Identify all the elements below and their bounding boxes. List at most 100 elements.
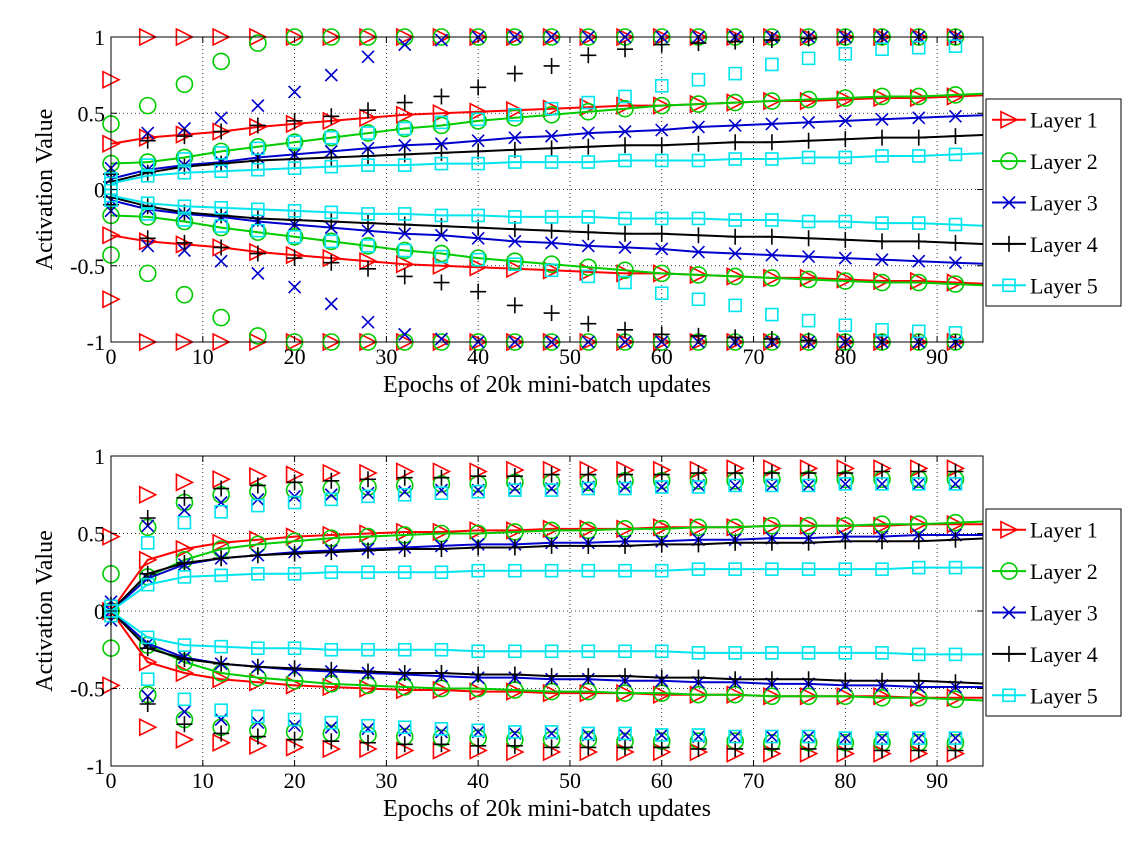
legend-label: Layer 3 (1030, 601, 1098, 626)
mean-marker (506, 539, 523, 556)
mean-marker (948, 109, 963, 123)
percentile-marker (251, 266, 265, 280)
mean-marker (506, 100, 525, 120)
percentile-marker (324, 234, 339, 249)
mean-marker (508, 131, 522, 145)
percentile-marker (544, 101, 559, 116)
mean-marker (653, 137, 670, 154)
mean-marker (361, 207, 375, 221)
mean-marker (946, 690, 965, 709)
mean-marker (581, 239, 595, 253)
y-tick-label: 1 (94, 444, 105, 469)
mean-marker (912, 254, 926, 268)
percentile-marker (690, 327, 707, 344)
percentile-marker (763, 330, 780, 347)
percentile-marker (434, 249, 449, 264)
percentile-marker (838, 731, 852, 745)
percentile-marker (138, 717, 158, 737)
percentile-marker (691, 728, 706, 742)
mean-marker (434, 137, 449, 151)
mean-marker (655, 242, 669, 256)
percentile-marker (948, 477, 963, 491)
mean-marker (286, 660, 303, 677)
mean-marker (398, 138, 412, 152)
mean-marker (765, 213, 779, 227)
percentile-marker (176, 234, 193, 251)
mean-marker (249, 210, 266, 227)
mean-marker (433, 541, 450, 557)
mean-marker (909, 515, 928, 534)
percentile-marker (801, 51, 816, 66)
mean-marker (175, 663, 195, 683)
percentile-marker (396, 736, 413, 753)
percentile-marker (175, 75, 194, 94)
percentile-marker (361, 486, 375, 500)
legend-marker (1002, 605, 1016, 620)
percentile-marker (728, 478, 742, 493)
percentile-marker (690, 465, 707, 482)
mean-marker (361, 158, 375, 172)
mean-marker (324, 159, 339, 174)
legend-item: Layer 2 (992, 149, 1098, 174)
percentile-marker (727, 33, 744, 50)
percentile-marker (838, 477, 852, 491)
percentile-marker (580, 739, 597, 756)
mean-marker (874, 533, 891, 550)
mean-marker (875, 562, 889, 576)
percentile-marker (286, 112, 303, 129)
mean-marker (838, 114, 852, 128)
mean-marker (469, 102, 488, 122)
y-axis-title: Activation Value (32, 109, 58, 271)
mean-marker (763, 534, 780, 551)
percentile-marker (911, 324, 926, 339)
mean-marker (580, 138, 597, 155)
percentile-marker (655, 480, 669, 494)
mean-marker (177, 570, 192, 584)
mean-marker (802, 250, 816, 264)
percentile-marker (249, 34, 267, 52)
percentile-marker (617, 466, 634, 483)
grid (110, 36, 983, 343)
mean-marker (361, 642, 375, 657)
x-tick-label: 40 (467, 768, 489, 793)
percentile-marker (801, 729, 816, 744)
mean-marker (618, 644, 632, 659)
percentile-marker (139, 132, 156, 149)
legend-label: Layer 1 (1030, 108, 1098, 133)
percentile-marker (875, 477, 889, 491)
mean-marker (544, 563, 559, 578)
percentile-marker (653, 739, 670, 756)
x-tick-label: 90 (926, 768, 948, 793)
mean-marker (471, 156, 485, 171)
percentile-marker (139, 696, 156, 712)
series-layer-5 (104, 39, 984, 340)
x-tick-label: 90 (926, 344, 948, 369)
mean-marker (653, 225, 670, 242)
percentile-marker (251, 709, 265, 724)
percentile-marker (654, 728, 669, 742)
mean-marker (691, 153, 706, 168)
mean-marker (212, 669, 231, 689)
percentile-marker (434, 486, 449, 501)
mean-marker (690, 135, 707, 152)
percentile-marker (177, 705, 191, 719)
mean-marker (690, 669, 707, 686)
x-tick-label: 10 (192, 768, 214, 793)
percentile-marker (508, 257, 522, 272)
percentile-marker (176, 128, 193, 145)
percentile-marker (214, 712, 228, 727)
mean-line-positive (110, 134, 984, 183)
percentile-marker (506, 468, 523, 485)
mean-marker (286, 151, 303, 167)
percentile-marker (875, 731, 889, 745)
mean-marker (395, 105, 415, 125)
mean-marker (617, 225, 634, 242)
mean-marker (654, 644, 669, 659)
mean-marker (251, 566, 265, 581)
percentile-marker (910, 463, 927, 480)
percentile-marker (508, 725, 522, 739)
percentile-marker (727, 465, 744, 482)
mean-marker (690, 227, 707, 244)
percentile-marker (800, 30, 817, 47)
